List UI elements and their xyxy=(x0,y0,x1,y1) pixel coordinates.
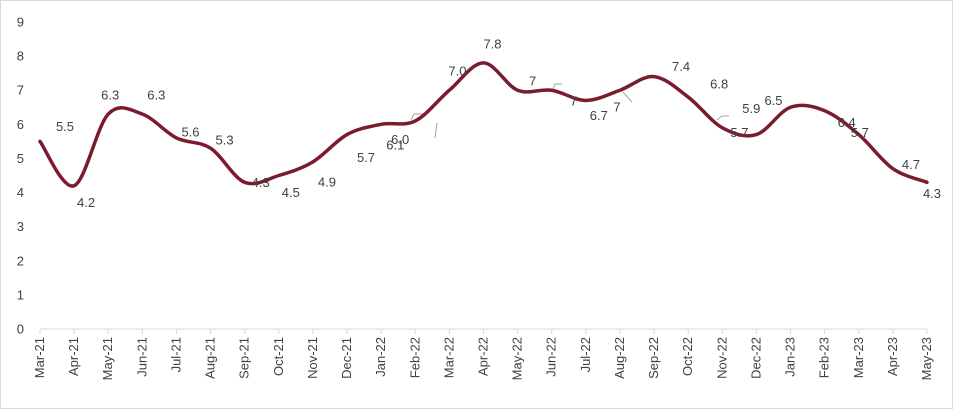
series-layer xyxy=(38,61,929,188)
x-tick-label: Mar-22 xyxy=(441,337,456,378)
x-tick-label: Jul-22 xyxy=(578,337,593,372)
data-labels: 5.5 4.2 6.3 6.3 5.6 5.3 4.3 4.5 4.9 5.7 6.06.1 7.0 7… xyxy=(56,36,941,210)
x-tick-label: Aug-22 xyxy=(612,337,627,379)
x-tick-label: Jan-23 xyxy=(783,337,798,377)
data-label: 6.4 xyxy=(838,115,856,130)
data-label: 7 xyxy=(529,74,536,89)
data-label: 5.6 xyxy=(181,125,199,140)
data-label: 5.3 xyxy=(216,133,234,148)
x-tick-label: Oct-21 xyxy=(271,337,286,376)
data-label: 7 xyxy=(570,94,577,109)
data-label: 4.5 xyxy=(282,185,300,200)
data-label: 4.7 xyxy=(902,157,920,172)
y-tick-label: 5 xyxy=(17,151,24,166)
data-label: 5.9 xyxy=(742,101,760,116)
leader-line xyxy=(552,83,562,91)
data-label: 5.7 xyxy=(851,125,869,140)
data-label: 4.3 xyxy=(923,186,941,201)
x-tick-label: Jul-21 xyxy=(168,337,183,372)
leader-line xyxy=(622,91,633,103)
data-label: 4.2 xyxy=(77,195,95,210)
data-label: 7.4 xyxy=(672,59,690,74)
x-tick-label: Dec-22 xyxy=(748,337,763,379)
y-tick-label: 4 xyxy=(17,185,24,200)
x-tick-label: Jun-22 xyxy=(544,337,559,377)
x-tick-label: Nov-21 xyxy=(305,337,320,379)
leader-lines xyxy=(410,83,729,139)
leader-line xyxy=(434,122,438,139)
axes: 0 1 2 3 4 5 6 7 8 9 Mar-21 Apr-21 May-21 Jun-21 Jul-21… xyxy=(17,15,934,381)
data-label: 5.7 xyxy=(730,125,748,140)
leader-line xyxy=(716,115,729,121)
data-label: 6.1 xyxy=(386,137,404,152)
y-tick-label: 6 xyxy=(17,117,24,132)
data-label: 4.3 xyxy=(252,175,270,190)
data-label: 7 xyxy=(613,100,620,115)
data-label: 5.5 xyxy=(56,119,74,134)
x-tick-label: May-23 xyxy=(919,337,934,380)
data-label: 6.8 xyxy=(710,77,728,92)
x-tick-label: Sep-22 xyxy=(646,337,661,379)
data-label: 6.5 xyxy=(764,93,782,108)
x-tick-label: Aug-21 xyxy=(203,337,218,379)
x-tick-label: Jan-22 xyxy=(373,337,388,377)
data-label: 7.8 xyxy=(483,36,501,51)
y-tick-label: 7 xyxy=(17,83,24,98)
y-tick-label: 0 xyxy=(17,322,24,337)
data-label: 4.9 xyxy=(318,174,336,189)
y-tick-label: 2 xyxy=(17,253,24,268)
x-tick-label: Mar-23 xyxy=(851,337,866,378)
x-tick-label: Apr-22 xyxy=(476,337,491,376)
series-line xyxy=(38,61,929,188)
x-tick-label: Dec-21 xyxy=(339,337,354,379)
x-tick-label: Mar-21 xyxy=(32,337,47,378)
data-label: 6.0 xyxy=(391,132,409,147)
x-tick-label: Jun-21 xyxy=(134,337,149,377)
x-tick-label: Oct-22 xyxy=(680,337,695,376)
data-label: 6.3 xyxy=(101,88,119,103)
x-tick-label: May-22 xyxy=(510,337,525,380)
data-label: 6.7 xyxy=(590,108,608,123)
x-tick-label: May-21 xyxy=(100,337,115,380)
y-tick-label: 8 xyxy=(17,49,24,64)
y-tick-label: 3 xyxy=(17,219,24,234)
x-tick-label: Apr-21 xyxy=(66,337,81,376)
y-tick-label: 1 xyxy=(17,287,24,302)
x-tick-label: Nov-22 xyxy=(714,337,729,379)
y-tick-label: 9 xyxy=(17,15,24,30)
data-label: 7.0 xyxy=(448,64,466,79)
data-label: 5.7 xyxy=(357,150,375,165)
x-tick-label: Sep-21 xyxy=(237,337,252,379)
x-tick-label: Feb-23 xyxy=(817,337,832,378)
leader-line xyxy=(410,113,424,121)
x-tick-label: Feb-22 xyxy=(407,337,422,378)
x-tick-label: Apr-23 xyxy=(885,337,900,376)
data-label: 6.3 xyxy=(147,88,165,103)
